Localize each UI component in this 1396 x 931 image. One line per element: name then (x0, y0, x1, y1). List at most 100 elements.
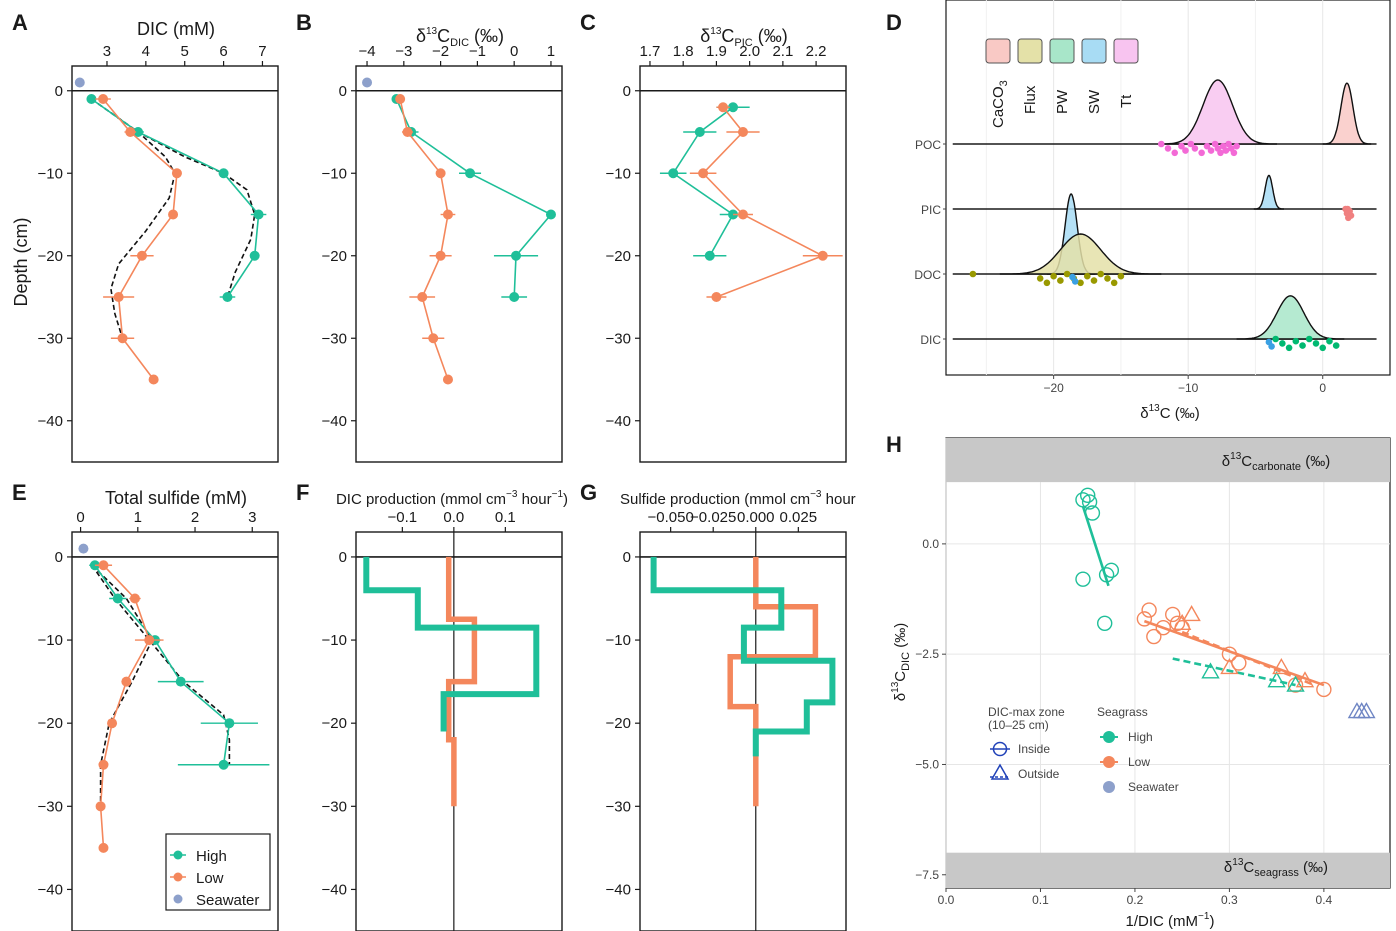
x-tick-label: 0 (76, 509, 84, 526)
row-label-doc: DOC (914, 268, 941, 282)
panel-c: 1.7 1.8 1.9 2.0 2.1 2.20−10−20−30−40 (606, 43, 846, 462)
data-point-high (465, 168, 475, 178)
data-point-high (222, 292, 232, 302)
x-tick-label: −10 (1178, 381, 1199, 395)
panel-f: −0.1 0.0 0.10−10−20−30−40 (322, 509, 562, 931)
panel-b-title: δ13CDIC (‰) (416, 26, 504, 49)
x-tick-label: 0.2 (1127, 893, 1144, 907)
panel-label-c: C (580, 10, 596, 35)
point-doc (1104, 275, 1111, 282)
x-tick-label: 0.0 (938, 893, 955, 907)
rate-step-line-low (730, 557, 815, 806)
plot-frame (356, 66, 562, 462)
data-point-high (511, 251, 521, 261)
panel-label-b: B (296, 10, 312, 35)
data-point-low (114, 292, 124, 302)
data-point-low (417, 292, 427, 302)
data-point-high (224, 718, 234, 728)
data-point-high (86, 94, 96, 104)
legend-label-flux: Flux (1022, 85, 1039, 114)
point-dic (1306, 336, 1313, 343)
point-poc (1192, 145, 1199, 152)
data-point-low (96, 801, 106, 811)
point-doc (1111, 280, 1118, 287)
y-tick-label: 0 (339, 549, 347, 566)
y-tick-label: −5.0 (915, 757, 939, 771)
data-point-low (443, 210, 453, 220)
plot-frame (72, 66, 278, 462)
data-point-seawater (362, 78, 372, 88)
x-tick-label: 3 (103, 43, 111, 60)
point-doc (1084, 273, 1091, 280)
point-dic (1333, 342, 1340, 349)
point-poc (1233, 143, 1240, 150)
y-tick-label: −40 (322, 881, 347, 898)
data-point-low (130, 594, 140, 604)
series-line-high (397, 99, 552, 297)
legend-h-marker-high (1103, 731, 1115, 743)
y-tick-label: 0 (623, 83, 631, 100)
y-tick-label: −10 (322, 165, 347, 182)
data-point-high (546, 210, 556, 220)
point-doc (1050, 273, 1057, 280)
point-dic (1279, 340, 1286, 347)
x-tick-label: 2 (191, 509, 199, 526)
legend-label-high: High (196, 848, 227, 865)
legend-label-seawater: Seawater (196, 892, 259, 909)
plot-frame (640, 66, 846, 462)
data-point-seawater (78, 544, 88, 554)
legend-label-tt: Tt (1118, 94, 1135, 108)
x-tick-label: −20 (1043, 381, 1064, 395)
x-tick-label: −0.025 (690, 509, 736, 526)
point-doc (1037, 275, 1044, 282)
legend-h-shape-title-2: (10–25 cm) (988, 718, 1049, 732)
point-dic (1286, 345, 1293, 352)
point-doc (1097, 271, 1104, 278)
legend-swatch-sw (1082, 39, 1106, 63)
x-tick-label: 5 (181, 43, 189, 60)
legend-h-label-seawater: Seawater (1128, 780, 1179, 794)
x-tick-label: −3 (395, 43, 412, 60)
point-dic (1319, 345, 1326, 352)
legend-label-low: Low (196, 870, 224, 887)
x-tick-label: −4 (358, 43, 375, 60)
series-line-low (703, 107, 823, 297)
x-tick-label: 1 (547, 43, 555, 60)
data-point-low (98, 94, 108, 104)
fit-curve (91, 99, 254, 297)
data-point-low (718, 102, 728, 112)
x-tick-label: 1 (134, 509, 142, 526)
point-poc (1171, 150, 1178, 157)
y-tick-label: −20 (322, 248, 347, 265)
y-tick-label: −40 (606, 413, 631, 430)
data-point-low (107, 718, 117, 728)
data-point-low (738, 127, 748, 137)
x-tick-label: −0.1 (388, 509, 418, 526)
panel-g-title: Sulfide production (mmol cm−3 hour (620, 489, 856, 508)
data-point-high (695, 127, 705, 137)
data-point-high (705, 251, 715, 261)
panel-g: −0.050−0.025 0.000 0.025 0 −10 −20 −30 −40 (606, 509, 846, 931)
y-tick-label: −40 (322, 413, 347, 430)
data-point-low (98, 560, 108, 570)
data-point-high (176, 677, 186, 687)
panel-label-d: D (886, 10, 902, 35)
point-dic (1299, 342, 1306, 349)
point-doc (970, 271, 977, 278)
x-tick-label: 0.1 (1032, 893, 1049, 907)
x-tick-label: 2.0 (739, 43, 760, 60)
x-tick-label: 0 (1319, 381, 1326, 395)
y-tick-label: −20 (606, 715, 631, 732)
point-doc (1057, 277, 1064, 284)
point-doc (1091, 277, 1098, 284)
data-point-high (250, 251, 260, 261)
legend-h-marker-seawater (1103, 781, 1115, 793)
plot-frame (946, 0, 1390, 375)
panel-label-a: A (12, 10, 28, 35)
panel-h-x-title: 1/DIC (mM−1) (1126, 911, 1215, 930)
point-poc (1165, 145, 1172, 152)
x-tick-label: 1.8 (673, 43, 694, 60)
data-point-low (98, 760, 108, 770)
point-poc (1231, 150, 1238, 157)
legend-h-marker-low (1103, 756, 1115, 768)
